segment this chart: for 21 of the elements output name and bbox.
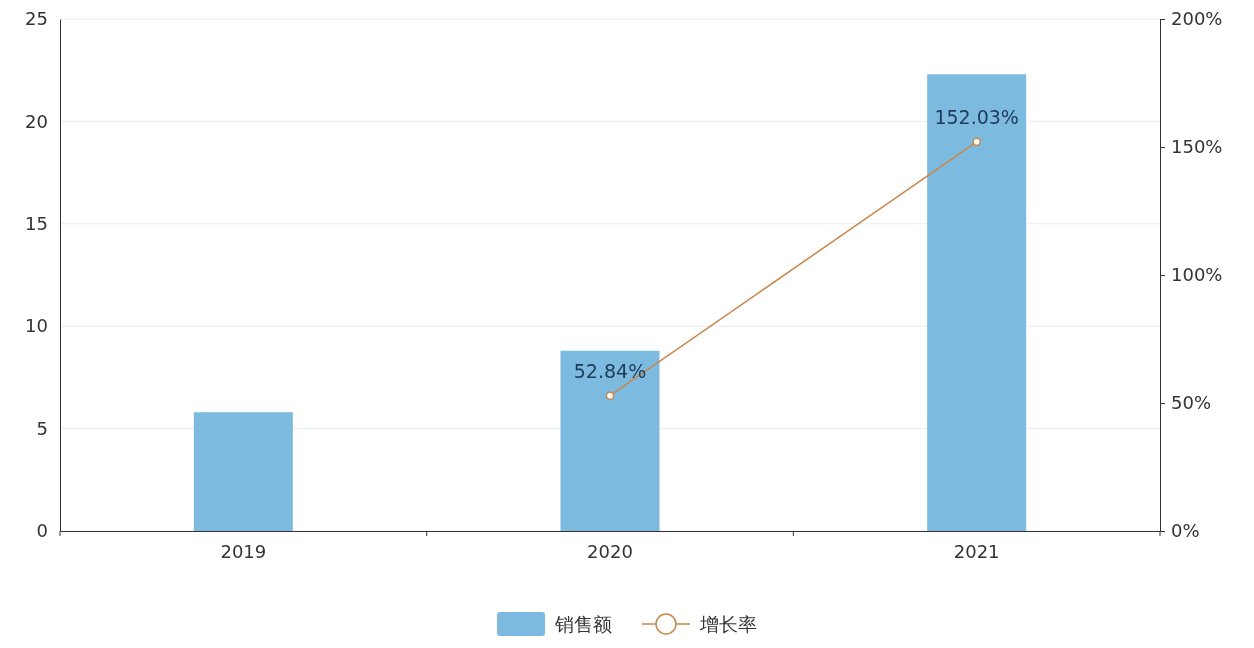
x-tick-label: 2020 [587, 540, 633, 562]
data-label: 52.84% [573, 359, 647, 382]
x-tick-label: 2019 [220, 540, 267, 562]
legend-label: 销售额 [554, 613, 612, 635]
bar [560, 350, 660, 531]
y2-tick-label: 50% [1171, 392, 1212, 414]
y-tick-label: 15 [25, 213, 48, 235]
y2-tick-label: 100% [1171, 264, 1223, 286]
data-label: 152.03% [934, 105, 1019, 128]
y-tick-label: 10 [25, 315, 48, 337]
y-tick-label: 5 [36, 417, 48, 439]
y-tick-label: 20 [25, 110, 48, 132]
y2-tick-label: 200% [1171, 8, 1223, 30]
legend-label: 增长率 [699, 613, 757, 635]
bar [927, 74, 1027, 531]
y-tick-label: 0 [36, 520, 48, 542]
y-tick-label: 25 [25, 8, 48, 30]
bar [193, 412, 293, 531]
y2-tick-label: 0% [1171, 520, 1200, 542]
y2-tick-label: 150% [1171, 136, 1223, 158]
x-tick-label: 2021 [953, 540, 1000, 562]
